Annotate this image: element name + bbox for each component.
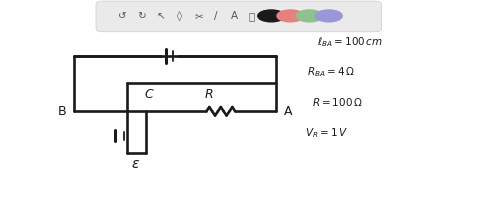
Text: $V_R = 1\,V$: $V_R = 1\,V$ bbox=[305, 127, 348, 141]
Text: $R = 100\,\Omega$: $R = 100\,\Omega$ bbox=[312, 96, 363, 108]
Text: ↻: ↻ bbox=[137, 11, 146, 21]
Text: $R_{BA} = 4\,\Omega$: $R_{BA} = 4\,\Omega$ bbox=[307, 65, 355, 79]
Text: B: B bbox=[58, 105, 67, 118]
Text: ↺: ↺ bbox=[118, 11, 127, 21]
Text: R: R bbox=[204, 88, 213, 101]
Circle shape bbox=[277, 10, 304, 22]
Circle shape bbox=[315, 10, 342, 22]
Text: A: A bbox=[284, 105, 292, 118]
Text: ↖: ↖ bbox=[156, 11, 165, 21]
Text: ✂: ✂ bbox=[195, 11, 204, 21]
Circle shape bbox=[258, 10, 285, 22]
FancyBboxPatch shape bbox=[96, 1, 382, 32]
Text: $\ell_{BA} = 100\,cm$: $\ell_{BA} = 100\,cm$ bbox=[317, 35, 383, 49]
Text: /: / bbox=[214, 11, 218, 21]
Circle shape bbox=[296, 10, 323, 22]
Text: $\varepsilon$: $\varepsilon$ bbox=[132, 157, 140, 171]
Text: A: A bbox=[231, 11, 238, 21]
Text: ◊: ◊ bbox=[178, 11, 182, 21]
Text: C: C bbox=[144, 88, 153, 101]
Text: ⎉: ⎉ bbox=[249, 11, 255, 21]
